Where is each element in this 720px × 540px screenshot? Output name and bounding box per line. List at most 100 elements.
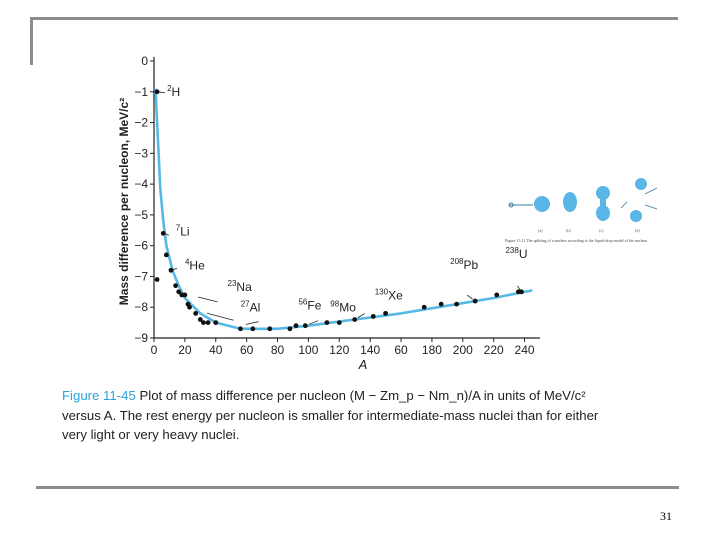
data-point	[250, 326, 256, 332]
annotation-leader	[172, 267, 178, 271]
nuclide-label-fe: 56Fe	[298, 298, 321, 313]
y-tick-label: −1	[134, 85, 148, 99]
page-number: 31	[660, 509, 672, 523]
nuclide-label-xe: 130Xe	[375, 288, 403, 303]
nuclide-symbol: Al	[250, 300, 261, 314]
data-point	[287, 326, 293, 332]
y-tick-label: −3	[134, 146, 148, 160]
nuclide-label-he: 4He	[185, 257, 205, 272]
nuclide-symbol: Fe	[307, 299, 321, 313]
nuclide-mass-number: 2	[167, 84, 172, 93]
annotation-leader	[357, 313, 365, 319]
data-point	[494, 292, 500, 298]
data-points-layer	[154, 89, 524, 332]
data-point	[454, 301, 460, 307]
data-point	[197, 317, 203, 322]
nuclide-label-li: 7Li	[176, 223, 190, 238]
nuclide-symbol: U	[519, 247, 528, 261]
annotation-leader	[466, 294, 473, 300]
y-tick-label: −2	[134, 116, 148, 130]
data-point	[213, 320, 219, 326]
nuclide-symbol: H	[172, 85, 181, 99]
data-point	[519, 289, 524, 295]
chart-axes: 0−1−2−3−4−5−6−7−8−90 20 40 60 80 100 120 140 60 1…	[117, 54, 540, 372]
data-point	[267, 326, 273, 332]
annotation-leader	[197, 296, 218, 303]
slide-left-rule	[30, 17, 33, 65]
inset-panel-d-label: (d)	[635, 228, 640, 233]
y-tick-label: −8	[134, 300, 148, 314]
liquid-drop-drawing: (a) (b) (c) (d)	[508, 178, 658, 233]
x-tick-label: 220	[484, 343, 504, 357]
x-tick-label: 200	[453, 343, 473, 357]
data-point	[383, 310, 388, 316]
data-point	[336, 320, 342, 326]
inset-panel-b-label: (b)	[566, 228, 571, 233]
data-point	[238, 326, 243, 332]
data-point	[205, 320, 211, 326]
nuclide-symbol: Mo	[339, 301, 356, 315]
x-tick-label: 80	[271, 343, 285, 357]
binding-curve	[154, 88, 533, 331]
nuclide-symbol: Xe	[388, 289, 403, 303]
nuclide-mass-number: 238	[505, 246, 519, 255]
neutron-path-a	[644, 187, 658, 195]
x-tick-label: 180	[422, 343, 442, 357]
data-point	[352, 317, 358, 322]
annotation-leader	[245, 321, 259, 325]
nuclide-mass-number: 27	[241, 299, 250, 308]
y-axis-title: Mass difference per nucleon, MeV/c²	[117, 98, 131, 305]
data-point	[193, 310, 199, 316]
neutron-dot	[508, 202, 514, 208]
nuclide-mass-number: 130	[375, 288, 389, 297]
nuclide-symbol: He	[189, 258, 205, 272]
data-point	[472, 298, 478, 304]
data-point	[438, 301, 444, 307]
y-tick-label: −6	[134, 239, 148, 253]
figure-label: Figure 11-45	[62, 388, 136, 403]
annotation-leader	[309, 320, 319, 325]
x-tick-label: 40	[209, 343, 223, 357]
data-point	[187, 304, 192, 310]
x-axis-title: A	[358, 357, 368, 372]
data-point	[370, 314, 376, 319]
nucleus-elongated-top	[596, 186, 610, 200]
x-tick-label: 20	[178, 343, 192, 357]
x-tick-label: 100	[298, 343, 318, 357]
annotation-leader	[517, 285, 521, 291]
figure-caption: Figure 11-45 Plot of mass difference per…	[62, 386, 602, 445]
fit-curve-layer	[154, 88, 533, 331]
x-tick-label: 60	[240, 343, 254, 357]
nuclide-symbol: Pb	[464, 258, 479, 272]
nuclide-label-u: 238U	[505, 246, 527, 261]
fragment-a	[635, 178, 647, 190]
annotation-leader	[159, 91, 166, 94]
nuclide-annotations-layer: 2H 7Li 4He 23Na 27Al 56Fe 98Mo 130Xe 208Pb 238U	[159, 84, 528, 325]
nuclide-mass-number: 208	[450, 257, 464, 266]
y-tick-label: −5	[134, 208, 148, 222]
neutron-path-c	[644, 204, 658, 210]
data-point	[182, 292, 188, 298]
inset-panel-c-label: (c)	[599, 228, 604, 233]
neutron-path-b	[620, 201, 628, 209]
nucleus-deformed	[563, 192, 577, 212]
nucleus-sphere	[534, 196, 550, 212]
inset-caption: Figure 13.11 The splitting of a nucleus …	[505, 238, 649, 243]
nuclide-symbol: Li	[180, 224, 189, 238]
nuclide-label-na: 23Na	[228, 279, 253, 294]
liquid-drop-inset: (a) (b) (c) (d) Figure 13.11 The splitti…	[505, 172, 685, 250]
y-tick-label: 0	[141, 54, 148, 68]
nucleus-elongated-bottom	[596, 205, 610, 221]
data-point	[324, 320, 330, 326]
data-point	[154, 277, 160, 282]
nuclide-symbol: Na	[236, 280, 252, 294]
data-point	[168, 267, 174, 273]
data-point	[173, 283, 179, 289]
y-tick-label: −4	[134, 177, 148, 191]
data-point	[154, 89, 160, 95]
data-point	[421, 304, 427, 310]
inset-panel-a-label: (a)	[538, 228, 543, 233]
nuclide-label-mo: 98Mo	[330, 300, 356, 315]
data-point	[176, 289, 182, 295]
